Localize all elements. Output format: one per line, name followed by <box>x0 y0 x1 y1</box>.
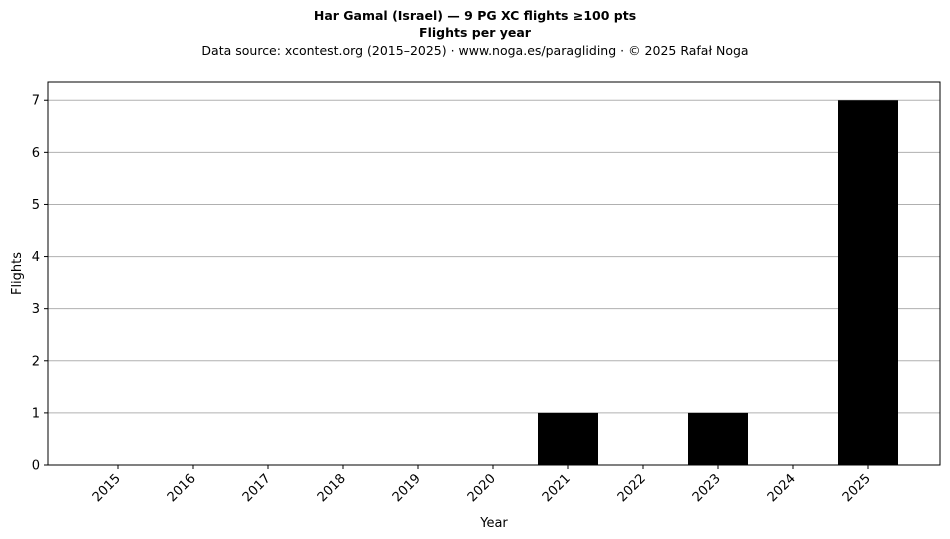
bar-2023 <box>688 412 748 465</box>
chart-title: Har Gamal (Israel) — 9 PG XC flights ≥10… <box>313 8 637 23</box>
x-tick-label: 2015 <box>90 471 124 505</box>
plot-frame <box>47 81 941 466</box>
y-tick-label: 5 <box>32 198 40 213</box>
y-axis: 0 1 2 3 4 5 6 7 <box>32 94 48 474</box>
x-tick-label: 2021 <box>540 471 574 505</box>
x-tick-label: 2023 <box>690 471 724 505</box>
x-tick-label: 2022 <box>615 471 649 505</box>
y-axis-label: Flights <box>10 252 25 295</box>
y-tick-label: 6 <box>32 146 40 161</box>
data-source-note: Data source: xcontest.org (2015–2025) · … <box>201 43 749 58</box>
gridlines <box>48 99 940 414</box>
y-tick-label: 1 <box>32 406 40 421</box>
x-tick-label: 2017 <box>240 471 274 505</box>
x-tick-label: 2016 <box>165 471 199 505</box>
y-tick-label: 7 <box>32 94 40 109</box>
x-tick-label: 2018 <box>315 471 349 505</box>
y-tick-label: 4 <box>32 250 40 265</box>
bar-2021 <box>538 412 598 465</box>
y-tick-label: 0 <box>32 459 40 474</box>
x-axis-label: Year <box>479 516 508 531</box>
x-tick-label: 2024 <box>765 471 799 505</box>
x-tick-label: 2020 <box>465 471 499 505</box>
x-tick-label: 2019 <box>390 471 424 505</box>
chart-subtitle: Flights per year <box>419 25 531 40</box>
bars <box>538 100 898 465</box>
bar-2025 <box>838 100 898 465</box>
y-tick-label: 2 <box>32 354 40 369</box>
y-tick-label: 3 <box>32 302 40 317</box>
x-axis: 2015 2016 2017 2018 2019 2020 2021 2022 2023 2024… <box>90 465 874 505</box>
x-tick-label: 2025 <box>840 471 874 505</box>
